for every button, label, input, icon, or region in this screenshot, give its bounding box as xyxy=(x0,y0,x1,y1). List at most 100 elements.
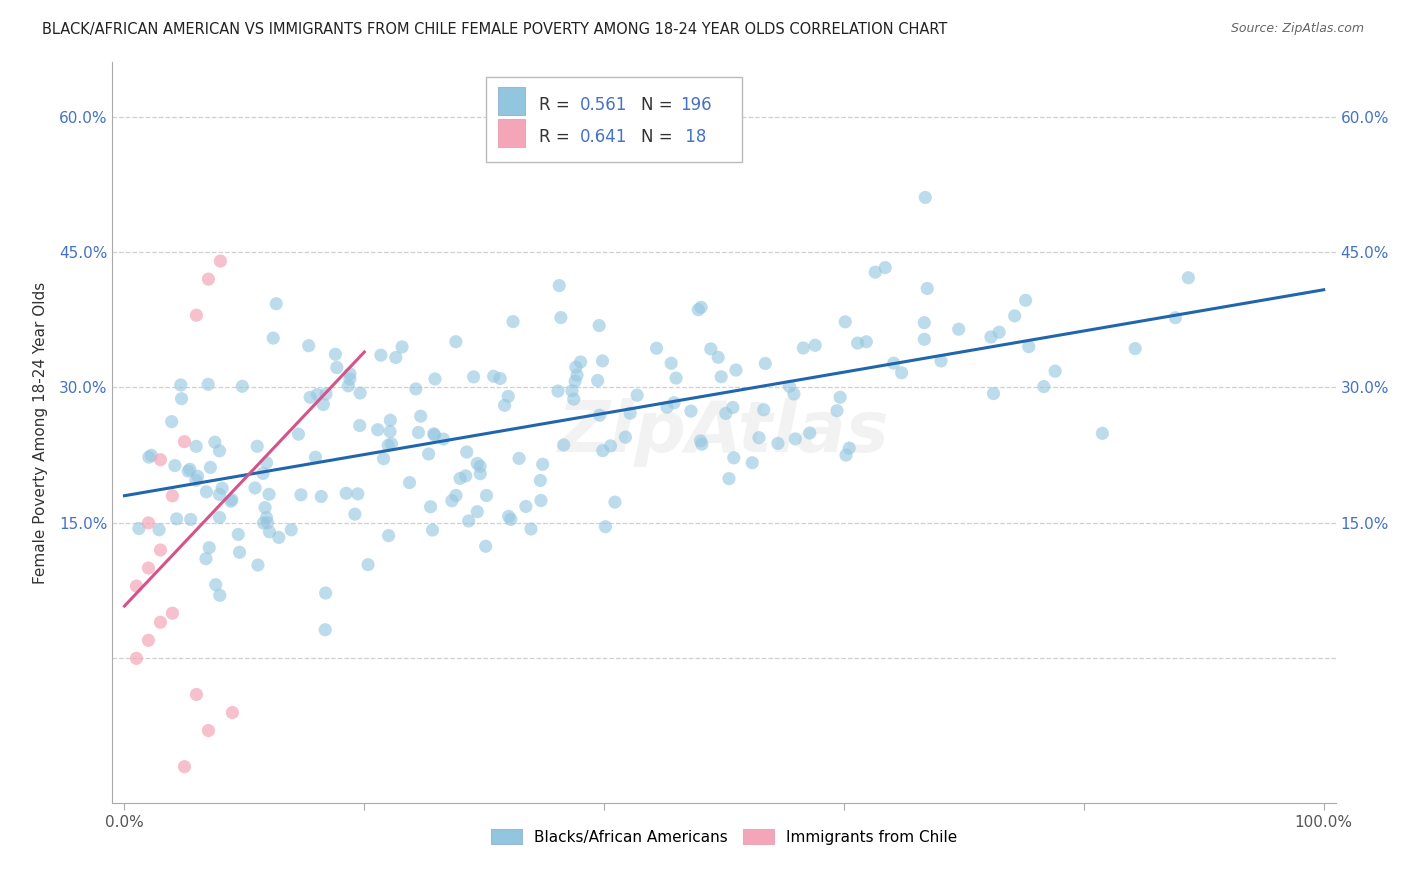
Point xyxy=(562,392,585,406)
FancyBboxPatch shape xyxy=(485,78,742,162)
Point xyxy=(314,623,336,637)
Point xyxy=(385,351,408,365)
Point xyxy=(211,481,233,495)
Point xyxy=(177,464,200,478)
Text: R =: R = xyxy=(540,128,575,145)
Point xyxy=(1164,310,1187,325)
Point xyxy=(679,404,702,418)
Point xyxy=(834,315,856,329)
Point xyxy=(710,369,733,384)
Text: R =: R = xyxy=(540,95,575,114)
Point xyxy=(529,474,551,488)
Point xyxy=(565,360,588,375)
Point xyxy=(588,318,610,333)
Text: Source: ZipAtlas.com: Source: ZipAtlas.com xyxy=(1230,22,1364,36)
Point xyxy=(565,368,588,383)
Point xyxy=(125,579,148,593)
Point xyxy=(531,457,554,471)
Text: 0.641: 0.641 xyxy=(579,128,627,145)
Point xyxy=(690,300,713,314)
Point xyxy=(688,302,710,317)
Point xyxy=(162,606,184,620)
Point xyxy=(125,651,148,665)
Point xyxy=(595,519,617,533)
Point xyxy=(219,494,242,508)
Point xyxy=(1123,342,1146,356)
Point xyxy=(166,512,188,526)
Point xyxy=(689,434,711,448)
Point xyxy=(474,539,496,553)
Text: 0.561: 0.561 xyxy=(579,95,627,114)
Point xyxy=(197,272,219,286)
Point xyxy=(599,439,621,453)
Point xyxy=(444,334,467,349)
FancyBboxPatch shape xyxy=(498,87,524,115)
Point xyxy=(548,278,571,293)
Point xyxy=(422,426,444,441)
Point xyxy=(659,356,682,370)
Point xyxy=(914,190,936,204)
Point xyxy=(419,500,441,514)
Point xyxy=(983,386,1005,401)
Point xyxy=(148,523,170,537)
Point xyxy=(204,578,226,592)
Point xyxy=(917,281,939,295)
Point xyxy=(195,484,218,499)
Point xyxy=(290,488,312,502)
Point xyxy=(186,439,208,453)
Point xyxy=(315,586,337,600)
Point xyxy=(1014,293,1036,308)
Point xyxy=(252,467,274,481)
Point xyxy=(547,384,569,398)
Point xyxy=(463,369,485,384)
Point xyxy=(315,387,337,401)
Point xyxy=(398,475,420,490)
Point xyxy=(498,509,520,524)
Point xyxy=(1043,364,1066,378)
Point xyxy=(267,530,290,544)
Point xyxy=(586,374,609,388)
Point xyxy=(170,392,193,406)
Point xyxy=(391,340,413,354)
Point xyxy=(149,452,172,467)
Point xyxy=(173,760,195,774)
Point xyxy=(339,367,361,381)
Point xyxy=(700,342,723,356)
Point xyxy=(804,338,827,352)
Text: 196: 196 xyxy=(681,95,711,114)
Point xyxy=(714,406,737,420)
Point xyxy=(208,588,231,602)
Point xyxy=(209,254,232,268)
Point xyxy=(335,486,357,500)
Point xyxy=(561,384,583,398)
Point xyxy=(778,379,800,393)
Point xyxy=(603,495,626,509)
Point xyxy=(138,450,160,465)
Point xyxy=(325,347,347,361)
FancyBboxPatch shape xyxy=(498,120,524,147)
Point xyxy=(280,523,302,537)
Legend: Blacks/African Americans, Immigrants from Chile: Blacks/African Americans, Immigrants fro… xyxy=(485,822,963,851)
Point xyxy=(432,432,454,446)
Point xyxy=(690,437,713,451)
Point xyxy=(456,445,478,459)
Point xyxy=(614,430,637,444)
Point xyxy=(496,389,519,403)
Point xyxy=(186,308,208,322)
Point xyxy=(835,448,858,462)
Point xyxy=(470,467,492,481)
Point xyxy=(724,363,747,377)
Point xyxy=(264,297,287,311)
Point xyxy=(766,436,789,450)
Point xyxy=(449,471,471,485)
Point xyxy=(246,558,269,572)
Point xyxy=(339,372,361,386)
Point xyxy=(408,425,430,440)
Point xyxy=(252,516,274,530)
Point xyxy=(444,488,467,502)
Point xyxy=(326,360,349,375)
Point xyxy=(741,456,763,470)
Point xyxy=(520,522,543,536)
Point xyxy=(370,348,392,362)
Point xyxy=(1091,426,1114,441)
